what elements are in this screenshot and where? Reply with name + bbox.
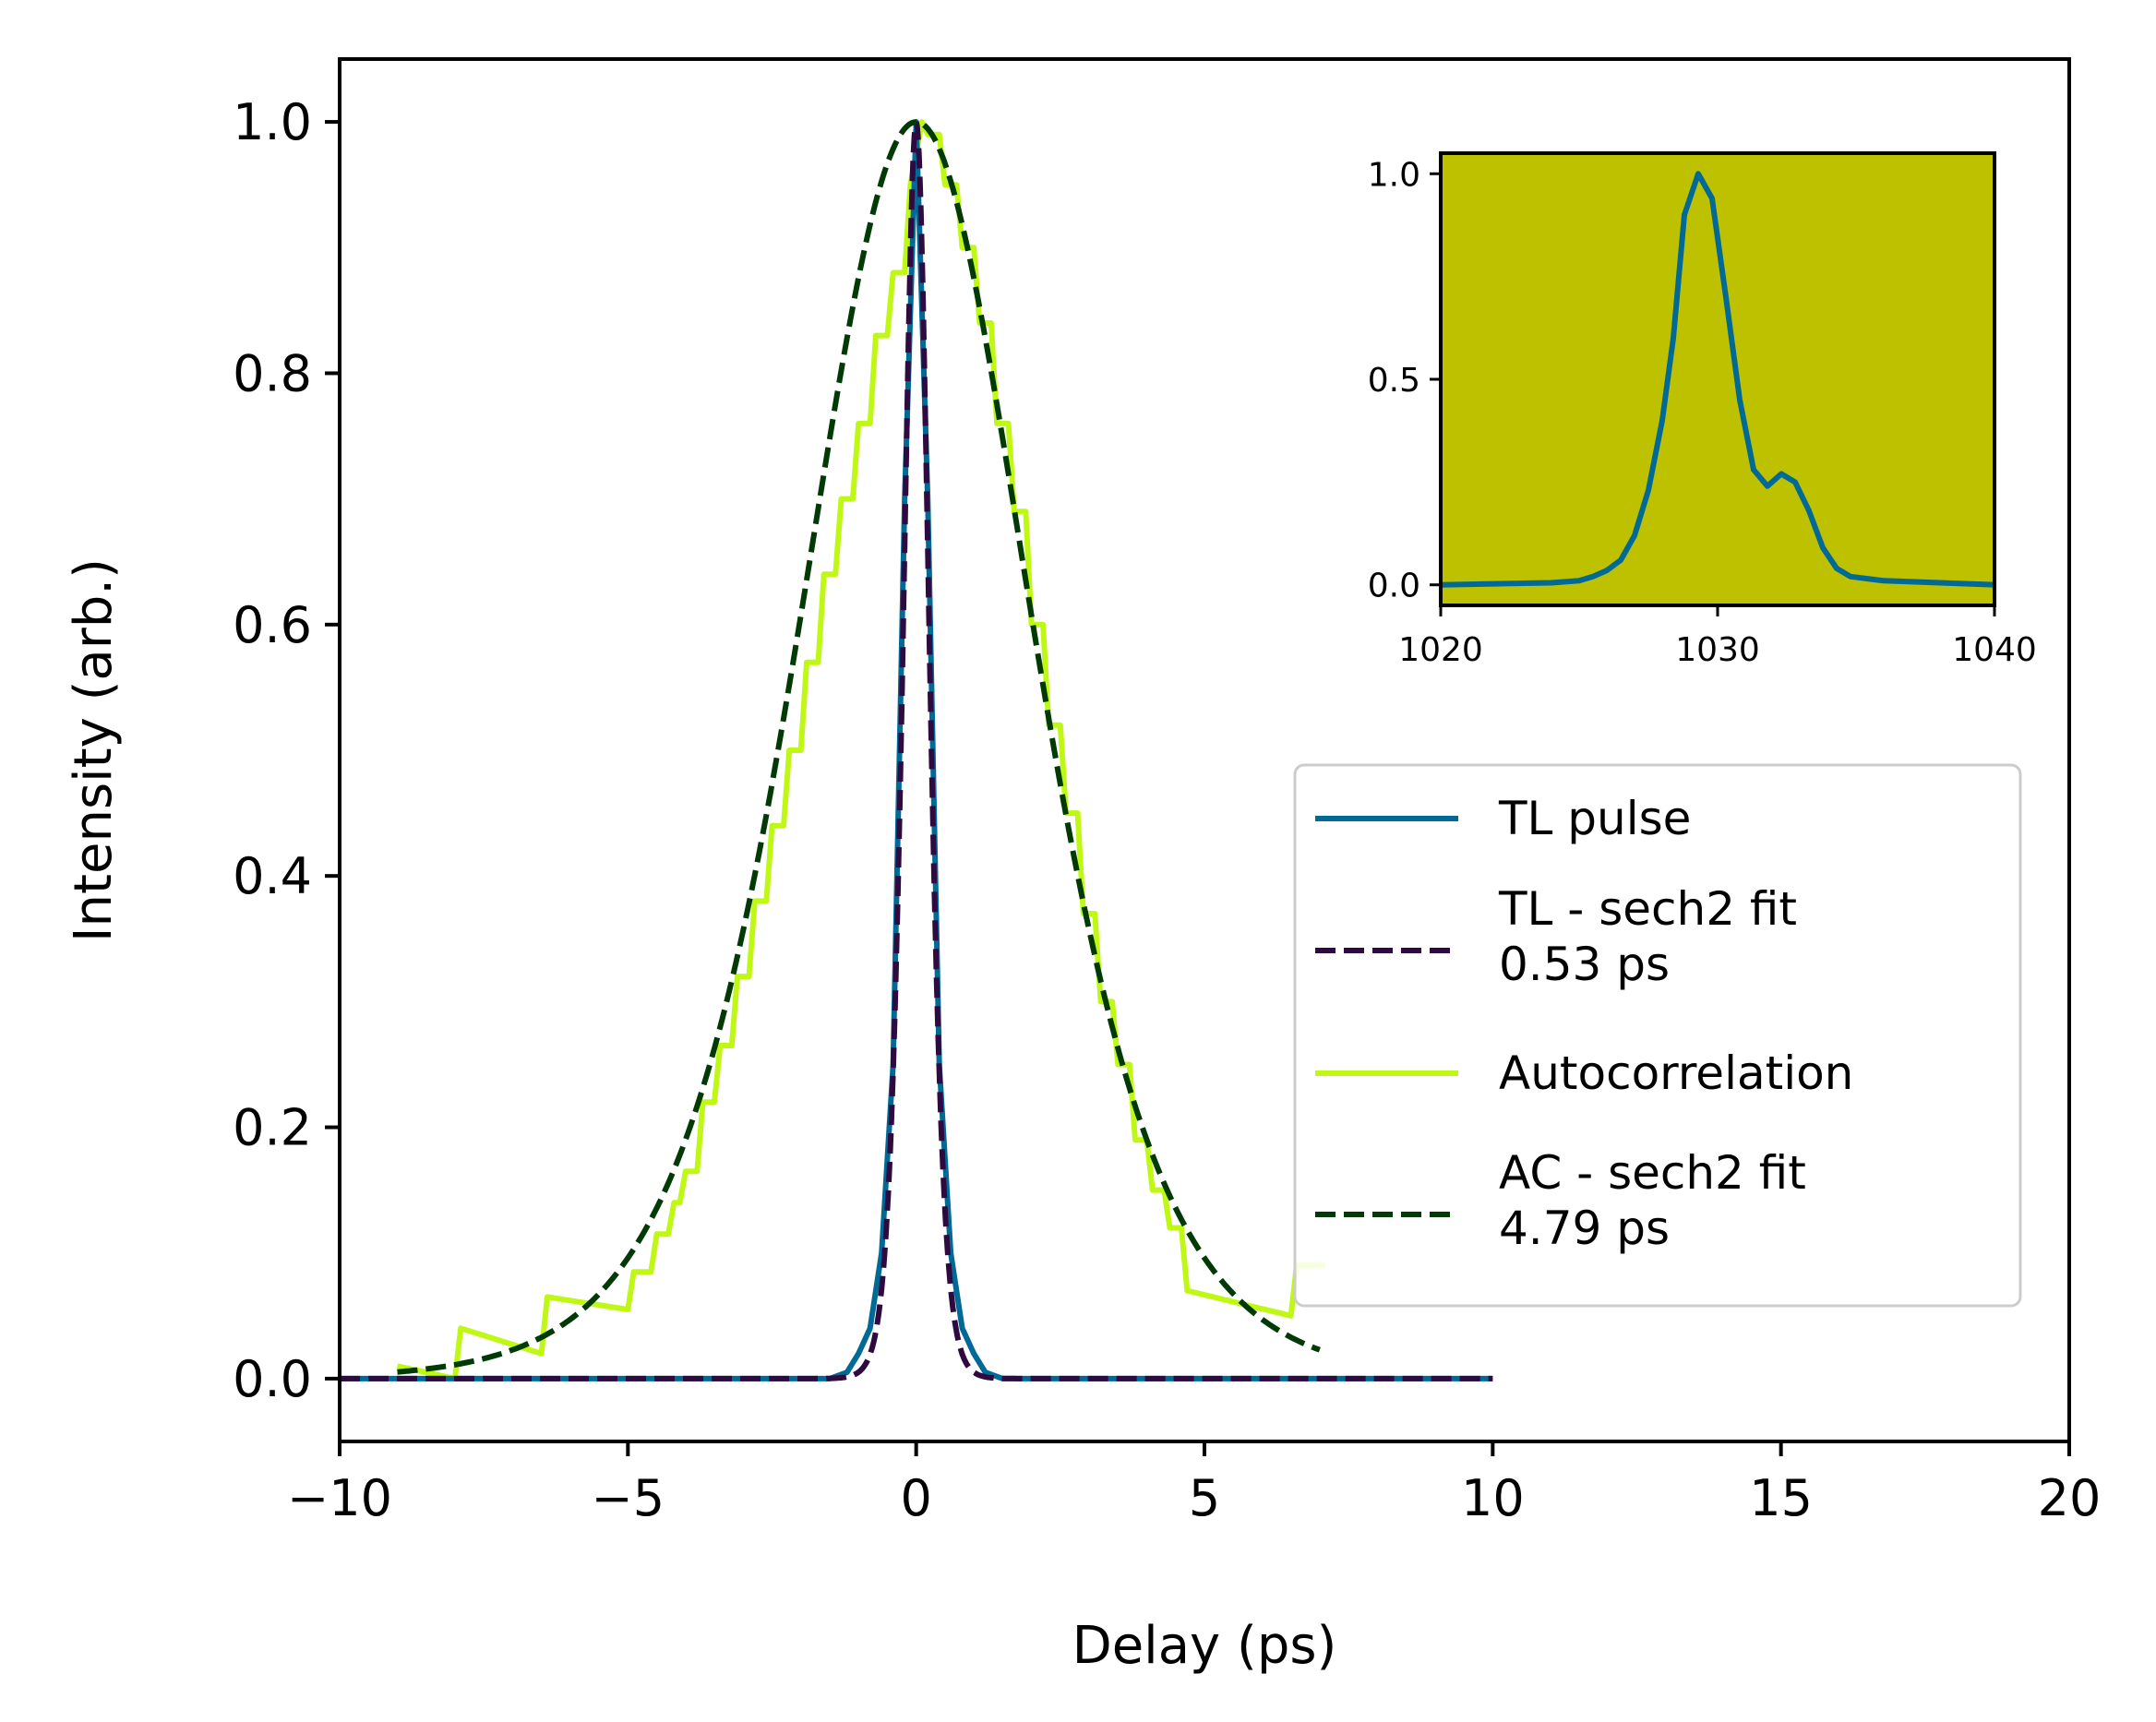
inset-x-tick-label: 1020 [1398,631,1483,669]
x-tick-label: 0 [900,1469,931,1527]
x-tick-label: 5 [1189,1469,1220,1527]
inset-y-ticks: 0.0 0.5 1.0 [1368,156,1441,605]
main-series-layer [340,119,1493,1381]
y-tick-label: 1.0 [233,93,312,151]
x-tick-label: −10 [287,1469,392,1527]
y-tick-label: 0.8 [233,344,312,402]
inset-spectrum-line [1440,171,1995,588]
legend-label-ac-fit: AC - sech2 fit 4.79 ps [1499,1146,1806,1255]
inset-y-tick-label: 0.5 [1368,362,1420,400]
legend-label-tl-fit: TL - sech2 fit 0.53 ps [1498,882,1797,991]
x-tick-label: 10 [1461,1469,1525,1527]
x-tick-label: 15 [1749,1469,1813,1527]
x-axis-label: Delay (ps) [1072,1616,1337,1676]
inset-y-tick-label: 0.0 [1368,568,1420,605]
legend-frame [1293,763,2022,1308]
y-tick-label: 0.6 [233,596,312,654]
y-tick-label: 0.2 [233,1099,312,1157]
y-tick-label: 0.0 [233,1350,312,1408]
legend-label-tl-pulse: TL pulse [1498,792,1691,845]
legend: TL pulse TL - sech2 fit 0.53 ps Autocorre… [1293,763,2022,1308]
inset-y-tick-label: 1.0 [1368,156,1420,194]
inset-x-tick-label: 1040 [1952,631,2037,669]
x-tick-label: 20 [2038,1469,2102,1527]
inset-x-tick-label: 1030 [1675,631,1760,669]
legend-label-autocorrelation: Autocorrelation [1499,1046,1853,1100]
main-y-ticks: 0.0 0.2 0.4 0.6 0.8 1.0 [233,93,340,1408]
main-plot: −10 −5 0 5 10 15 20 0.0 0.2 0.4 0.6 0.8 1.0 Delay (… [64,57,2101,1676]
inset-x-ticks: 1020 1030 1040 [1398,605,2037,669]
inset-series-layer [1440,171,1995,588]
main-x-ticks: −10 −5 0 5 10 15 20 [287,1441,2101,1527]
series-autocorrelation [396,119,1326,1381]
y-tick-label: 0.4 [233,847,312,905]
y-axis-label: Intensity (arb.) [64,558,124,942]
inset-plot: 1020 1030 1040 0.0 0.5 1.0 [1368,151,2037,669]
series-ac-sech2-fit [397,119,1321,1375]
x-tick-label: −5 [592,1469,665,1527]
